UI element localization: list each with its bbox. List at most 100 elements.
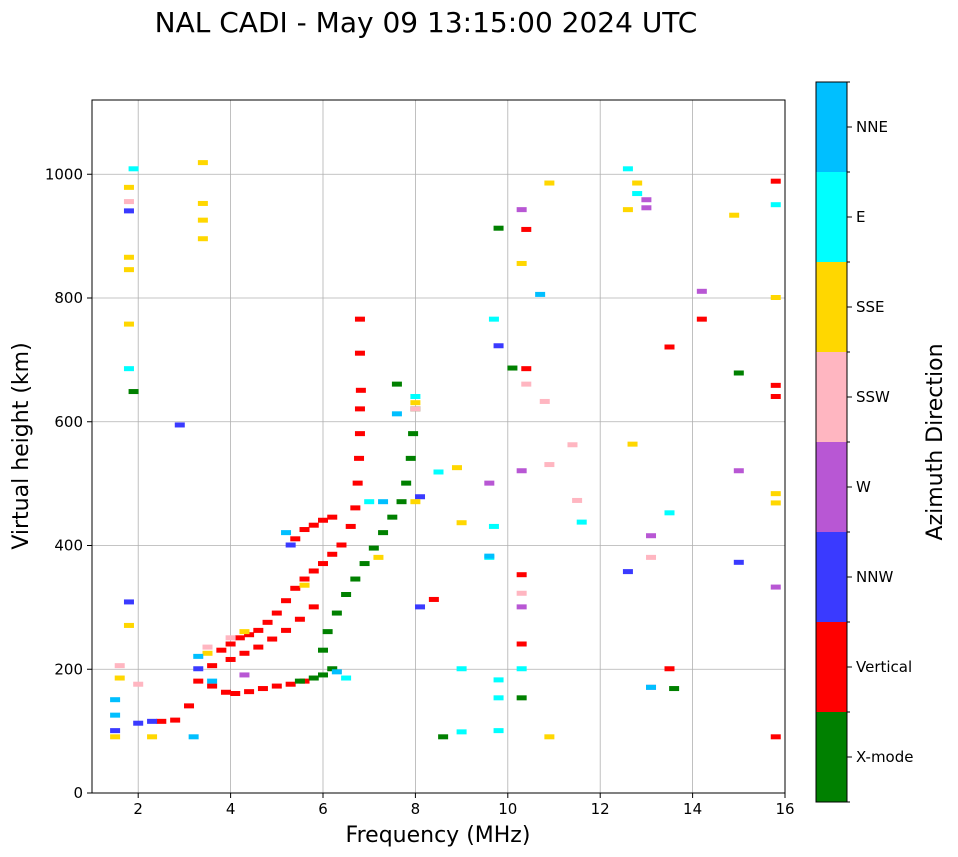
colorbar-segment [816,442,847,532]
data-point [341,675,352,681]
data-point [646,533,657,539]
colorbar-tick-label: NNW [856,568,893,586]
data-point [331,669,342,675]
data-point [123,366,134,372]
data-point [733,559,744,565]
data-point [770,295,781,300]
data-point [123,184,134,190]
data-point [299,576,310,582]
data-point [299,527,310,533]
data-point [331,610,342,616]
data-point [290,585,301,591]
data-point [299,582,310,588]
data-point [239,650,250,656]
data-point [133,681,144,687]
data-point [267,636,278,642]
colorbar-segment [816,622,847,712]
data-point [493,677,504,683]
data-point [493,728,504,734]
data-point [350,505,361,511]
y-tick-label: 200 [54,660,83,678]
data-point [572,497,583,503]
data-point [405,455,416,461]
data-point [114,663,125,669]
data-point [410,406,421,412]
x-tick-label: 10 [498,800,517,818]
data-point [521,226,532,232]
data-point [216,647,227,653]
data-point [225,641,236,647]
data-point [322,629,333,635]
axis-ticks: 2 4 6 8 10 12 14 16 0 200 400 600 800 1000 [45,165,795,818]
data-point [354,350,365,356]
data-point [733,468,744,474]
data-point [262,619,273,625]
data-point [493,225,504,231]
data-point [271,683,282,689]
colorbar: X-mode Vertical NNW W SSW SSE E NNE [815,81,913,803]
data-point [308,522,319,528]
x-tick-label: 2 [133,800,143,818]
data-point [123,321,134,327]
data-point [207,683,218,689]
colorbar-segment [816,712,847,802]
data-point [433,469,444,475]
data-point [230,691,241,696]
colorbar-tick-label: X-mode [856,748,913,766]
data-point [770,394,781,399]
data-point [456,520,467,526]
data-point [488,316,499,322]
data-point [696,288,707,294]
data-point [535,291,546,297]
data-point [729,212,740,218]
data-point [123,267,134,273]
data-point [354,406,365,412]
data-point [516,590,527,596]
colorbar-label: Azimuth Direction [923,343,948,540]
x-tick-label: 14 [683,800,702,818]
data-point [327,551,338,557]
data-point [576,519,587,525]
data-point [516,572,527,578]
data-point [350,576,361,582]
data-point [341,592,352,597]
data-point [770,584,781,590]
data-point [428,596,439,602]
data-point [193,653,204,659]
data-point [646,684,657,690]
data-point [110,712,121,718]
data-point [327,514,338,520]
data-point [456,729,467,735]
data-point [110,728,121,734]
colorbar-segment [816,82,847,172]
data-point [368,545,379,551]
data-point [294,678,305,684]
data-point [544,180,555,186]
data-point [174,422,185,428]
data-point [521,381,532,387]
data-point [516,604,527,610]
data-point [193,666,204,672]
data-point [318,647,328,653]
data-point [451,465,462,471]
data-point [281,530,292,536]
data-point [391,381,402,387]
y-tick-label: 800 [54,289,83,307]
x-tick-label: 12 [591,800,610,818]
data-point [133,720,144,726]
data-point [493,695,504,701]
data-point [567,442,578,448]
data-point [664,510,675,516]
data-point [627,441,638,447]
data-point [770,500,781,506]
data-point [202,650,213,656]
data-point [696,316,707,322]
data-point [484,480,495,486]
data-point [770,491,781,497]
data-point [622,166,633,172]
data-point [239,672,250,678]
data-point [373,554,384,560]
data-point [234,635,245,641]
data-point [641,197,652,203]
data-point [401,480,412,486]
